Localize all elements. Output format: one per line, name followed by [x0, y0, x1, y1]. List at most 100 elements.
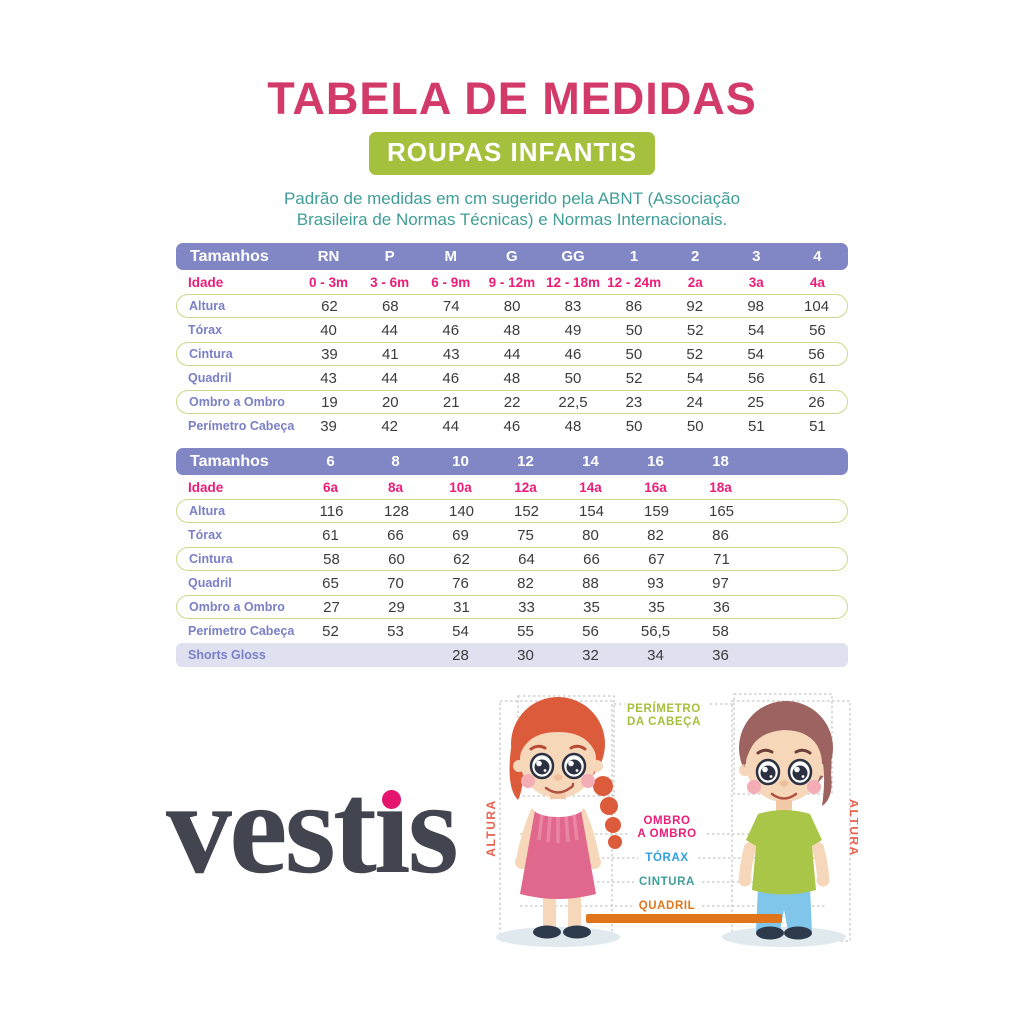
measure-value: 80 [503, 297, 521, 315]
measure-value: 140 [448, 502, 475, 520]
measure-value: 46 [564, 345, 582, 363]
measure-value: 29 [388, 598, 405, 616]
header-block: TABELA DE MEDIDAS ROUPAS INFANTIS Padrão… [0, 76, 1024, 231]
measure-row-idade: Idade 0 - 3m 3 - 6m 6 - 9m 9 - 12m 12 - 18m 12… [176, 270, 848, 294]
measure-value: 4a [809, 274, 825, 290]
row-label: Altura [189, 504, 226, 518]
size-column-header: P [384, 248, 395, 265]
measure-value: 64 [518, 550, 535, 568]
measure-value: 62 [321, 297, 338, 315]
measure-value: 56,5 [640, 622, 671, 640]
girl-illustration [496, 697, 622, 947]
altura-left-label: ALTURA [486, 799, 498, 856]
measure-value: 58 [712, 622, 729, 640]
measure-value: 0 - 3m [309, 274, 349, 290]
kids-measurement-illustration: PERÍMETRO DA CABEÇA OMBRO A OMBRO TÓRAX … [484, 693, 861, 947]
measure-value: 35 [648, 598, 665, 616]
perimetro-cabeca-label: PERÍMETRO [627, 702, 701, 715]
measure-value: 54 [747, 345, 764, 363]
ombro-label: OMBRO [643, 815, 690, 827]
measure-value: 56 [809, 321, 826, 339]
measure-value: 44 [381, 369, 398, 387]
measure-value: 32 [582, 646, 599, 664]
measurement-figure: PERÍMETRO DA CABEÇA OMBRO A OMBRO TÓRAX … [484, 688, 861, 988]
ombro-label2: A OMBRO [637, 828, 696, 840]
measure-value: 14a [579, 479, 602, 495]
measure-value: 56 [808, 345, 825, 363]
measure-value: 52 [322, 622, 339, 640]
measure-value: 25 [747, 393, 764, 411]
measure-value: 49 [564, 321, 582, 339]
row-label: Shorts Gloss [188, 648, 266, 662]
measure-value: 54 [747, 321, 765, 339]
brand-logo: vestıs [166, 758, 496, 908]
measure-value: 70 [387, 574, 404, 592]
measure-value: 21 [442, 393, 460, 411]
measure-row-idade: Idade 6a 8a 10a 12a 14a 16a 18a [176, 475, 848, 499]
perimetro-cabeca-label2: DA CABEÇA [627, 716, 701, 728]
row-label: Idade [188, 479, 224, 495]
measure-value: 66 [583, 550, 600, 568]
measure-row-perimetro-cabeca: Perímetro Cabeça 39 42 44 46 48 50 50 51 51 [176, 414, 848, 438]
measure-value: 80 [582, 526, 599, 544]
table-header-row: Tamanhos 6 8 10 12 14 16 18 [176, 448, 848, 475]
boy-shoe [756, 926, 784, 940]
row-label: Idade [188, 274, 224, 290]
measure-value: 65 [322, 574, 339, 592]
measure-value: 23 [625, 393, 643, 411]
size-column-header: 10 [452, 453, 469, 470]
measure-value: 43 [442, 345, 460, 363]
size-column-header: 4 [813, 248, 822, 265]
page-title: TABELA DE MEDIDAS [267, 73, 757, 124]
measure-value: 12a [514, 479, 537, 495]
measure-value: 33 [518, 598, 535, 616]
measure-row-perimetro-cabeca: Perímetro Cabeça 52 53 54 55 56 56,5 58 [176, 619, 848, 643]
measure-value: 82 [647, 526, 664, 544]
measure-value: 97 [712, 574, 729, 592]
measure-value: 152 [513, 502, 540, 520]
measure-value: 165 [708, 502, 735, 520]
measure-value: 56 [747, 369, 765, 387]
measure-row-altura: Altura 62 68 74 80 83 86 92 98 104 [176, 294, 848, 318]
logo-i-dot-icon [382, 790, 401, 809]
measure-value: 22,5 [558, 393, 588, 411]
measure-value: 154 [578, 502, 605, 520]
subtitle-badge: ROUPAS INFANTIS [369, 132, 655, 175]
size-column-header: GG [561, 248, 585, 265]
measure-value: 52 [686, 345, 704, 363]
measure-value: 58 [323, 550, 340, 568]
measure-value: 50 [686, 417, 704, 435]
girl-shoe [533, 925, 561, 939]
measure-value: 55 [517, 622, 534, 640]
measure-value: 6a [322, 479, 339, 495]
size-table-kids: Tamanhos 6 8 10 12 14 16 18 Idade 6a 8a 10a 12a 14a 16… [176, 448, 848, 667]
measure-value: 39 [320, 417, 337, 435]
measure-value: 46 [503, 417, 521, 435]
row-label: Perímetro Cabeça [188, 624, 295, 638]
boy-illustration [722, 701, 846, 947]
measure-value: 93 [647, 574, 664, 592]
measure-value: 6 - 9m [431, 274, 471, 290]
measure-value: 18a [709, 479, 732, 495]
row-label: Cintura [189, 347, 233, 361]
measure-row-ombro-a-ombro: Ombro a Ombro 27 29 31 33 35 35 36 [176, 595, 848, 619]
measure-value: 20 [381, 393, 399, 411]
size-column-header: 18 [712, 453, 729, 470]
measure-value: 22 [503, 393, 521, 411]
measure-row-cintura: Cintura 58 60 62 64 66 67 71 [176, 547, 848, 571]
measure-value: 43 [320, 369, 337, 387]
measure-value: 83 [564, 297, 582, 315]
measure-value: 98 [747, 297, 764, 315]
measure-value: 41 [381, 345, 399, 363]
measure-value: 76 [452, 574, 469, 592]
measure-value: 54 [452, 622, 469, 640]
measure-row-ombro-a-ombro: Ombro a Ombro 19 20 21 22 22,5 23 24 25 26 [176, 390, 848, 414]
measure-value: 71 [713, 550, 730, 568]
boy-shadow [722, 927, 846, 947]
size-column-header: RN [317, 248, 340, 265]
measure-row-torax: Tórax 61 66 69 75 80 82 86 [176, 523, 848, 547]
measure-value: 3a [748, 274, 764, 290]
measure-value: 68 [381, 297, 399, 315]
measure-value: 3 - 6m [370, 274, 410, 290]
measure-value: 8a [387, 479, 404, 495]
